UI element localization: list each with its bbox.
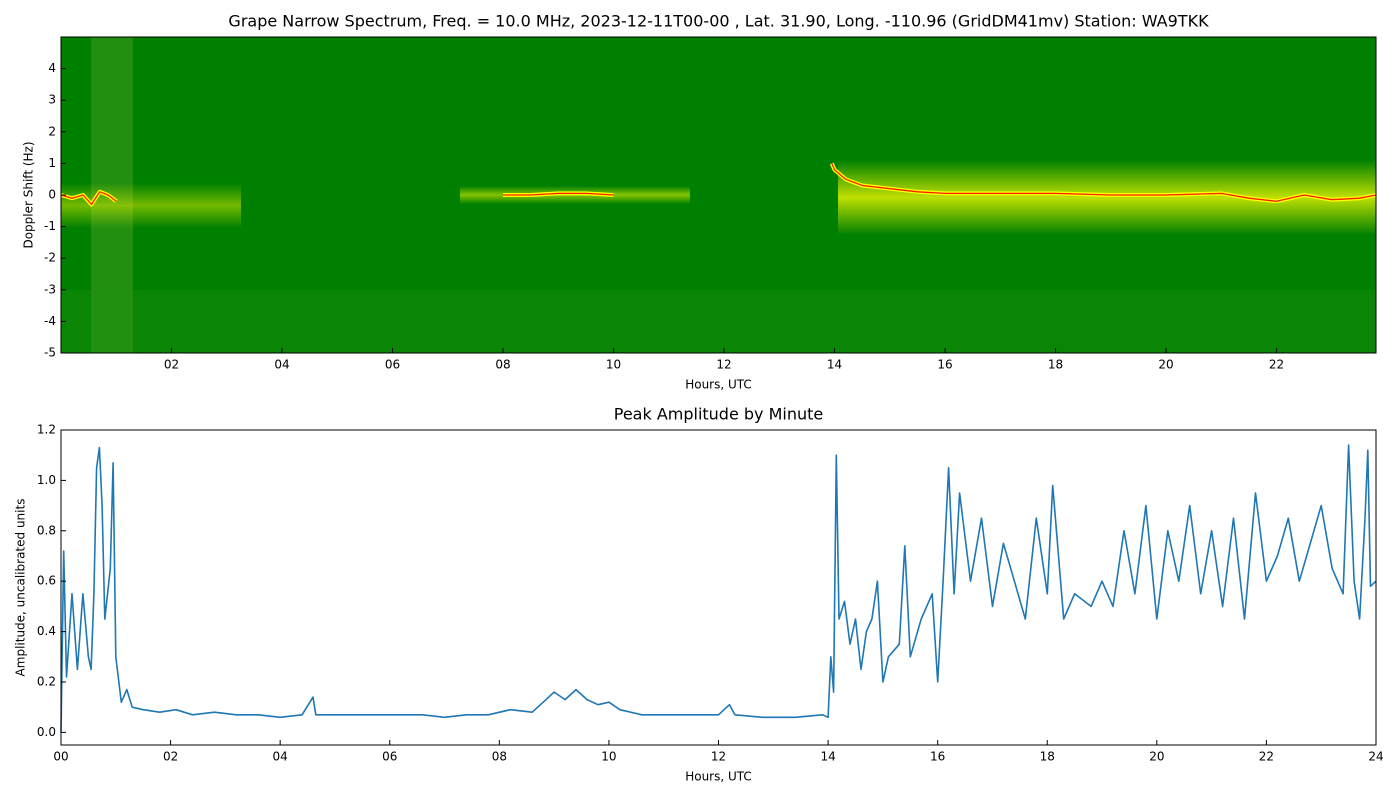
x-tick-label: 10 — [606, 358, 621, 372]
x-tick-label: 12 — [716, 358, 731, 372]
y-tick-label: -5 — [44, 346, 56, 360]
x-tick-label: 14 — [820, 750, 835, 764]
x-tick-label: 18 — [1048, 358, 1063, 372]
y-tick-label: 1.2 — [37, 423, 56, 437]
x-tick-label: 02 — [163, 750, 178, 764]
y-tick-label: 1 — [48, 156, 56, 170]
x-tick-label: 16 — [937, 358, 952, 372]
x-tick-label: 02 — [164, 358, 179, 372]
x-axis-label: Hours, UTC — [685, 378, 752, 392]
y-tick-label: 3 — [48, 93, 56, 107]
y-tick-label: -4 — [44, 314, 56, 328]
y-tick-label: -1 — [44, 219, 56, 233]
x-tick-label: 12 — [711, 750, 726, 764]
y-tick-label: 0.6 — [37, 574, 56, 588]
y-tick-label: 0 — [48, 188, 56, 202]
y-tick-label: 0.8 — [37, 523, 56, 537]
x-tick-label: 08 — [495, 358, 510, 372]
y-tick-label: 0.0 — [37, 725, 56, 739]
spectral-haze — [61, 183, 241, 228]
y-tick-label: 4 — [48, 61, 56, 75]
y-tick-label: 0.4 — [37, 624, 56, 638]
x-tick-label: 24 — [1368, 750, 1383, 764]
x-tick-label: 06 — [382, 750, 397, 764]
x-tick-label: 04 — [274, 358, 289, 372]
x-tick-label: 08 — [492, 750, 507, 764]
x-axis-label: Hours, UTC — [685, 770, 752, 784]
x-tick-label: 20 — [1149, 750, 1164, 764]
x-tick-label: 00 — [53, 750, 68, 764]
x-tick-label: 04 — [273, 750, 288, 764]
y-tick-label: 0.2 — [37, 675, 56, 689]
noise-lines — [61, 290, 1376, 353]
plot-frame — [60, 429, 1377, 746]
y-tick-label: -2 — [44, 251, 56, 265]
x-tick-label: 16 — [930, 750, 945, 764]
chart-title: Grape Narrow Spectrum, Freq. = 10.0 MHz,… — [228, 12, 1209, 31]
x-tick-label: 18 — [1040, 750, 1055, 764]
x-tick-label: 14 — [827, 358, 842, 372]
x-tick-label: 22 — [1259, 750, 1274, 764]
y-tick-label: 1.0 — [37, 473, 56, 487]
y-tick-label: -3 — [44, 282, 56, 296]
x-tick-label: 22 — [1269, 358, 1284, 372]
x-tick-label: 10 — [601, 750, 616, 764]
amplitude-line — [60, 444, 1377, 733]
x-tick-label: 06 — [385, 358, 400, 372]
x-tick-label: 20 — [1158, 358, 1173, 372]
doppler-trace — [60, 163, 1377, 206]
y-tick-label: 2 — [48, 124, 56, 138]
chart-title: Peak Amplitude by Minute — [614, 405, 824, 424]
y-axis-label: Amplitude, uncalibrated units — [14, 499, 28, 677]
y-axis-label: Doppler Shift (Hz) — [22, 141, 36, 248]
